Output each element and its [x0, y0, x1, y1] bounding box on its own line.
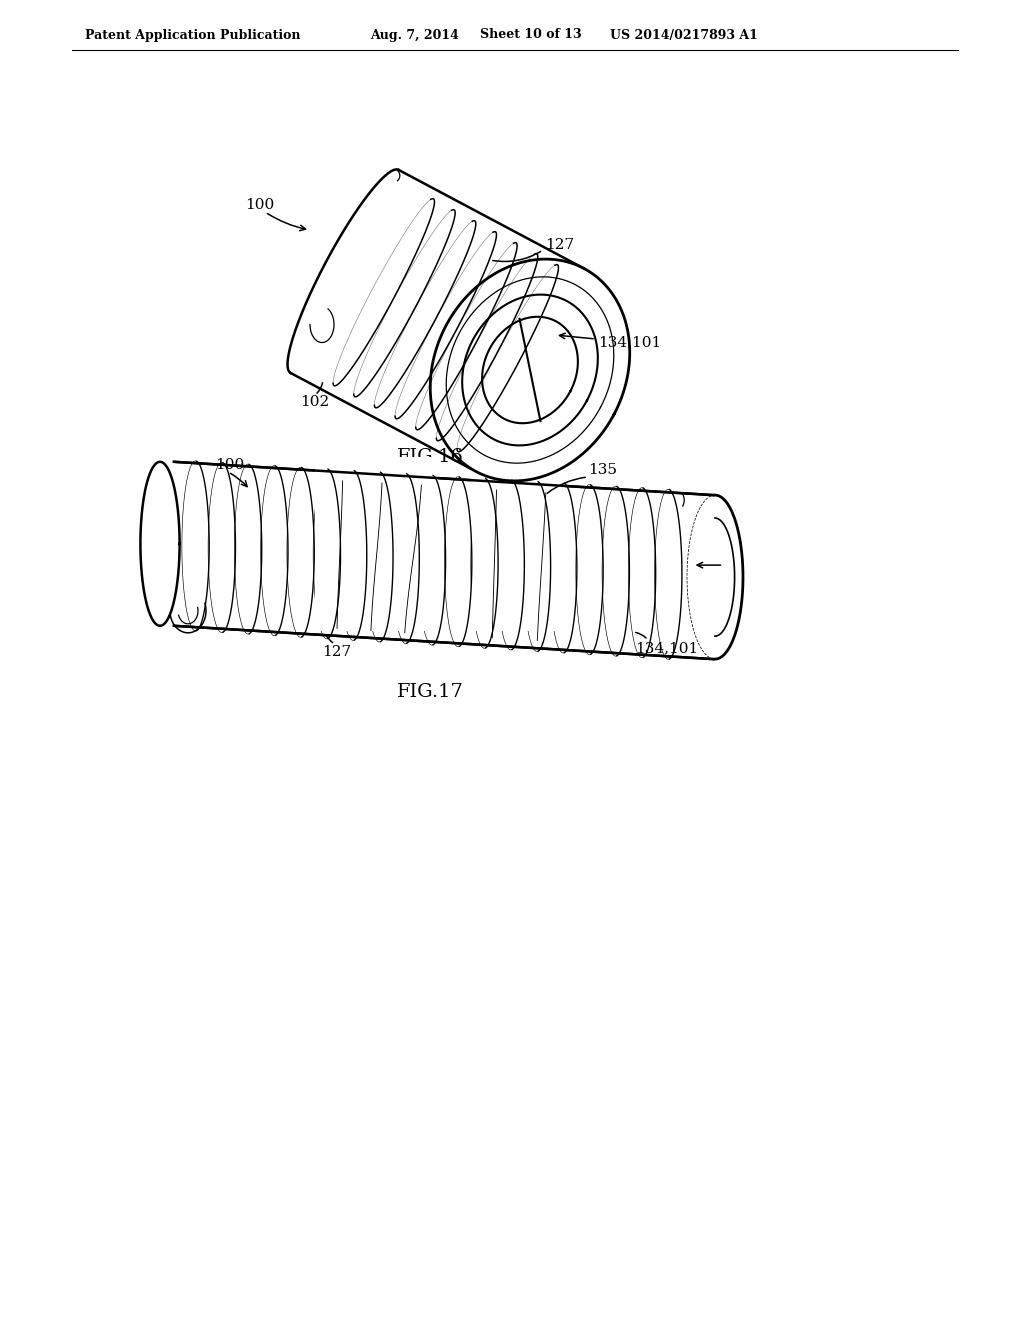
- Text: 102: 102: [300, 395, 330, 409]
- Text: FIG.16: FIG.16: [396, 447, 464, 466]
- Text: Sheet 10 of 13: Sheet 10 of 13: [480, 29, 582, 41]
- Text: 100: 100: [245, 198, 274, 213]
- Bar: [315, 457, 437, 631]
- Text: 134,101: 134,101: [598, 335, 662, 348]
- Text: 135: 135: [588, 463, 617, 477]
- Text: Aug. 7, 2014: Aug. 7, 2014: [370, 29, 459, 41]
- Bar: [471, 457, 565, 631]
- Text: 100: 100: [215, 458, 245, 473]
- Text: 134,101: 134,101: [635, 642, 698, 655]
- Text: Patent Application Publication: Patent Application Publication: [85, 29, 300, 41]
- Text: FIG.17: FIG.17: [396, 682, 464, 701]
- Text: 127: 127: [545, 238, 574, 252]
- Text: 127: 127: [322, 645, 351, 659]
- Text: US 2014/0217893 A1: US 2014/0217893 A1: [610, 29, 758, 41]
